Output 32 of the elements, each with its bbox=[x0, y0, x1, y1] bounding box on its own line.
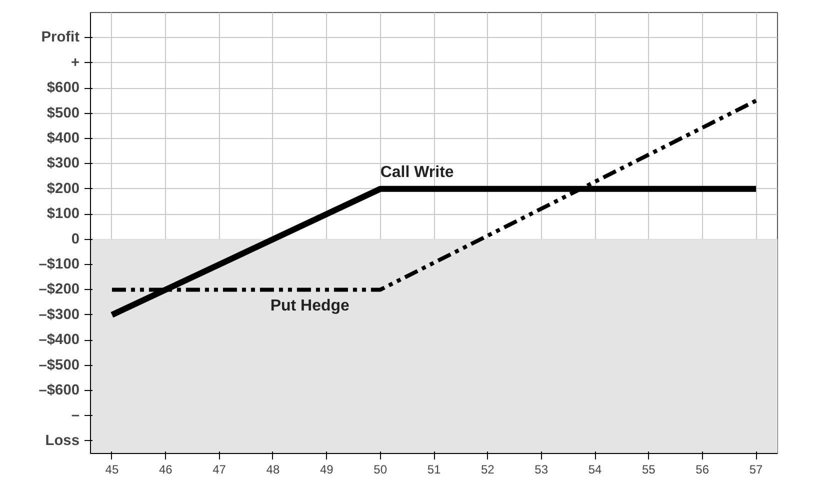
y-tick-label: $500 bbox=[46, 105, 80, 122]
y-tick-label: –$200 bbox=[38, 282, 80, 298]
series-label: Put Hedge bbox=[270, 298, 350, 315]
y-tick-label: $200 bbox=[46, 180, 80, 197]
y-tick-label: $600 bbox=[46, 80, 80, 96]
y-tick-label: –$600 bbox=[38, 382, 80, 398]
x-tick-label: 50 bbox=[374, 462, 388, 476]
x-tick-label: 53 bbox=[534, 462, 548, 476]
y-tick-label: –$400 bbox=[38, 332, 80, 348]
x-tick-label: 51 bbox=[427, 462, 441, 476]
y-tick-label: – bbox=[71, 408, 80, 424]
x-tick-label: 54 bbox=[588, 462, 602, 476]
y-tick-label: $100 bbox=[46, 206, 80, 222]
x-tick-label: 57 bbox=[749, 462, 764, 476]
y-tick-label: Loss bbox=[45, 432, 80, 449]
y-tick-label: $300 bbox=[46, 156, 80, 172]
x-tick-label: 48 bbox=[266, 462, 280, 476]
y-tick-label: $400 bbox=[46, 130, 80, 146]
x-tick-label: 49 bbox=[320, 462, 334, 476]
y-tick-label: Profit bbox=[41, 30, 80, 46]
y-tick-label: –$100 bbox=[38, 256, 80, 272]
x-tick-label: 47 bbox=[212, 462, 226, 476]
x-tick-label: 55 bbox=[642, 462, 656, 476]
y-tick-label: 0 bbox=[71, 231, 80, 248]
x-tick-label: 56 bbox=[696, 462, 710, 476]
x-tick-label: 46 bbox=[158, 462, 173, 476]
y-tick-label: –$500 bbox=[38, 357, 80, 374]
series-label: Call Write bbox=[380, 164, 454, 181]
x-tick-label: 45 bbox=[105, 462, 119, 476]
y-tick-label: –$300 bbox=[38, 306, 80, 323]
x-tick-label: 52 bbox=[481, 462, 495, 476]
y-tick-label: + bbox=[70, 54, 80, 71]
